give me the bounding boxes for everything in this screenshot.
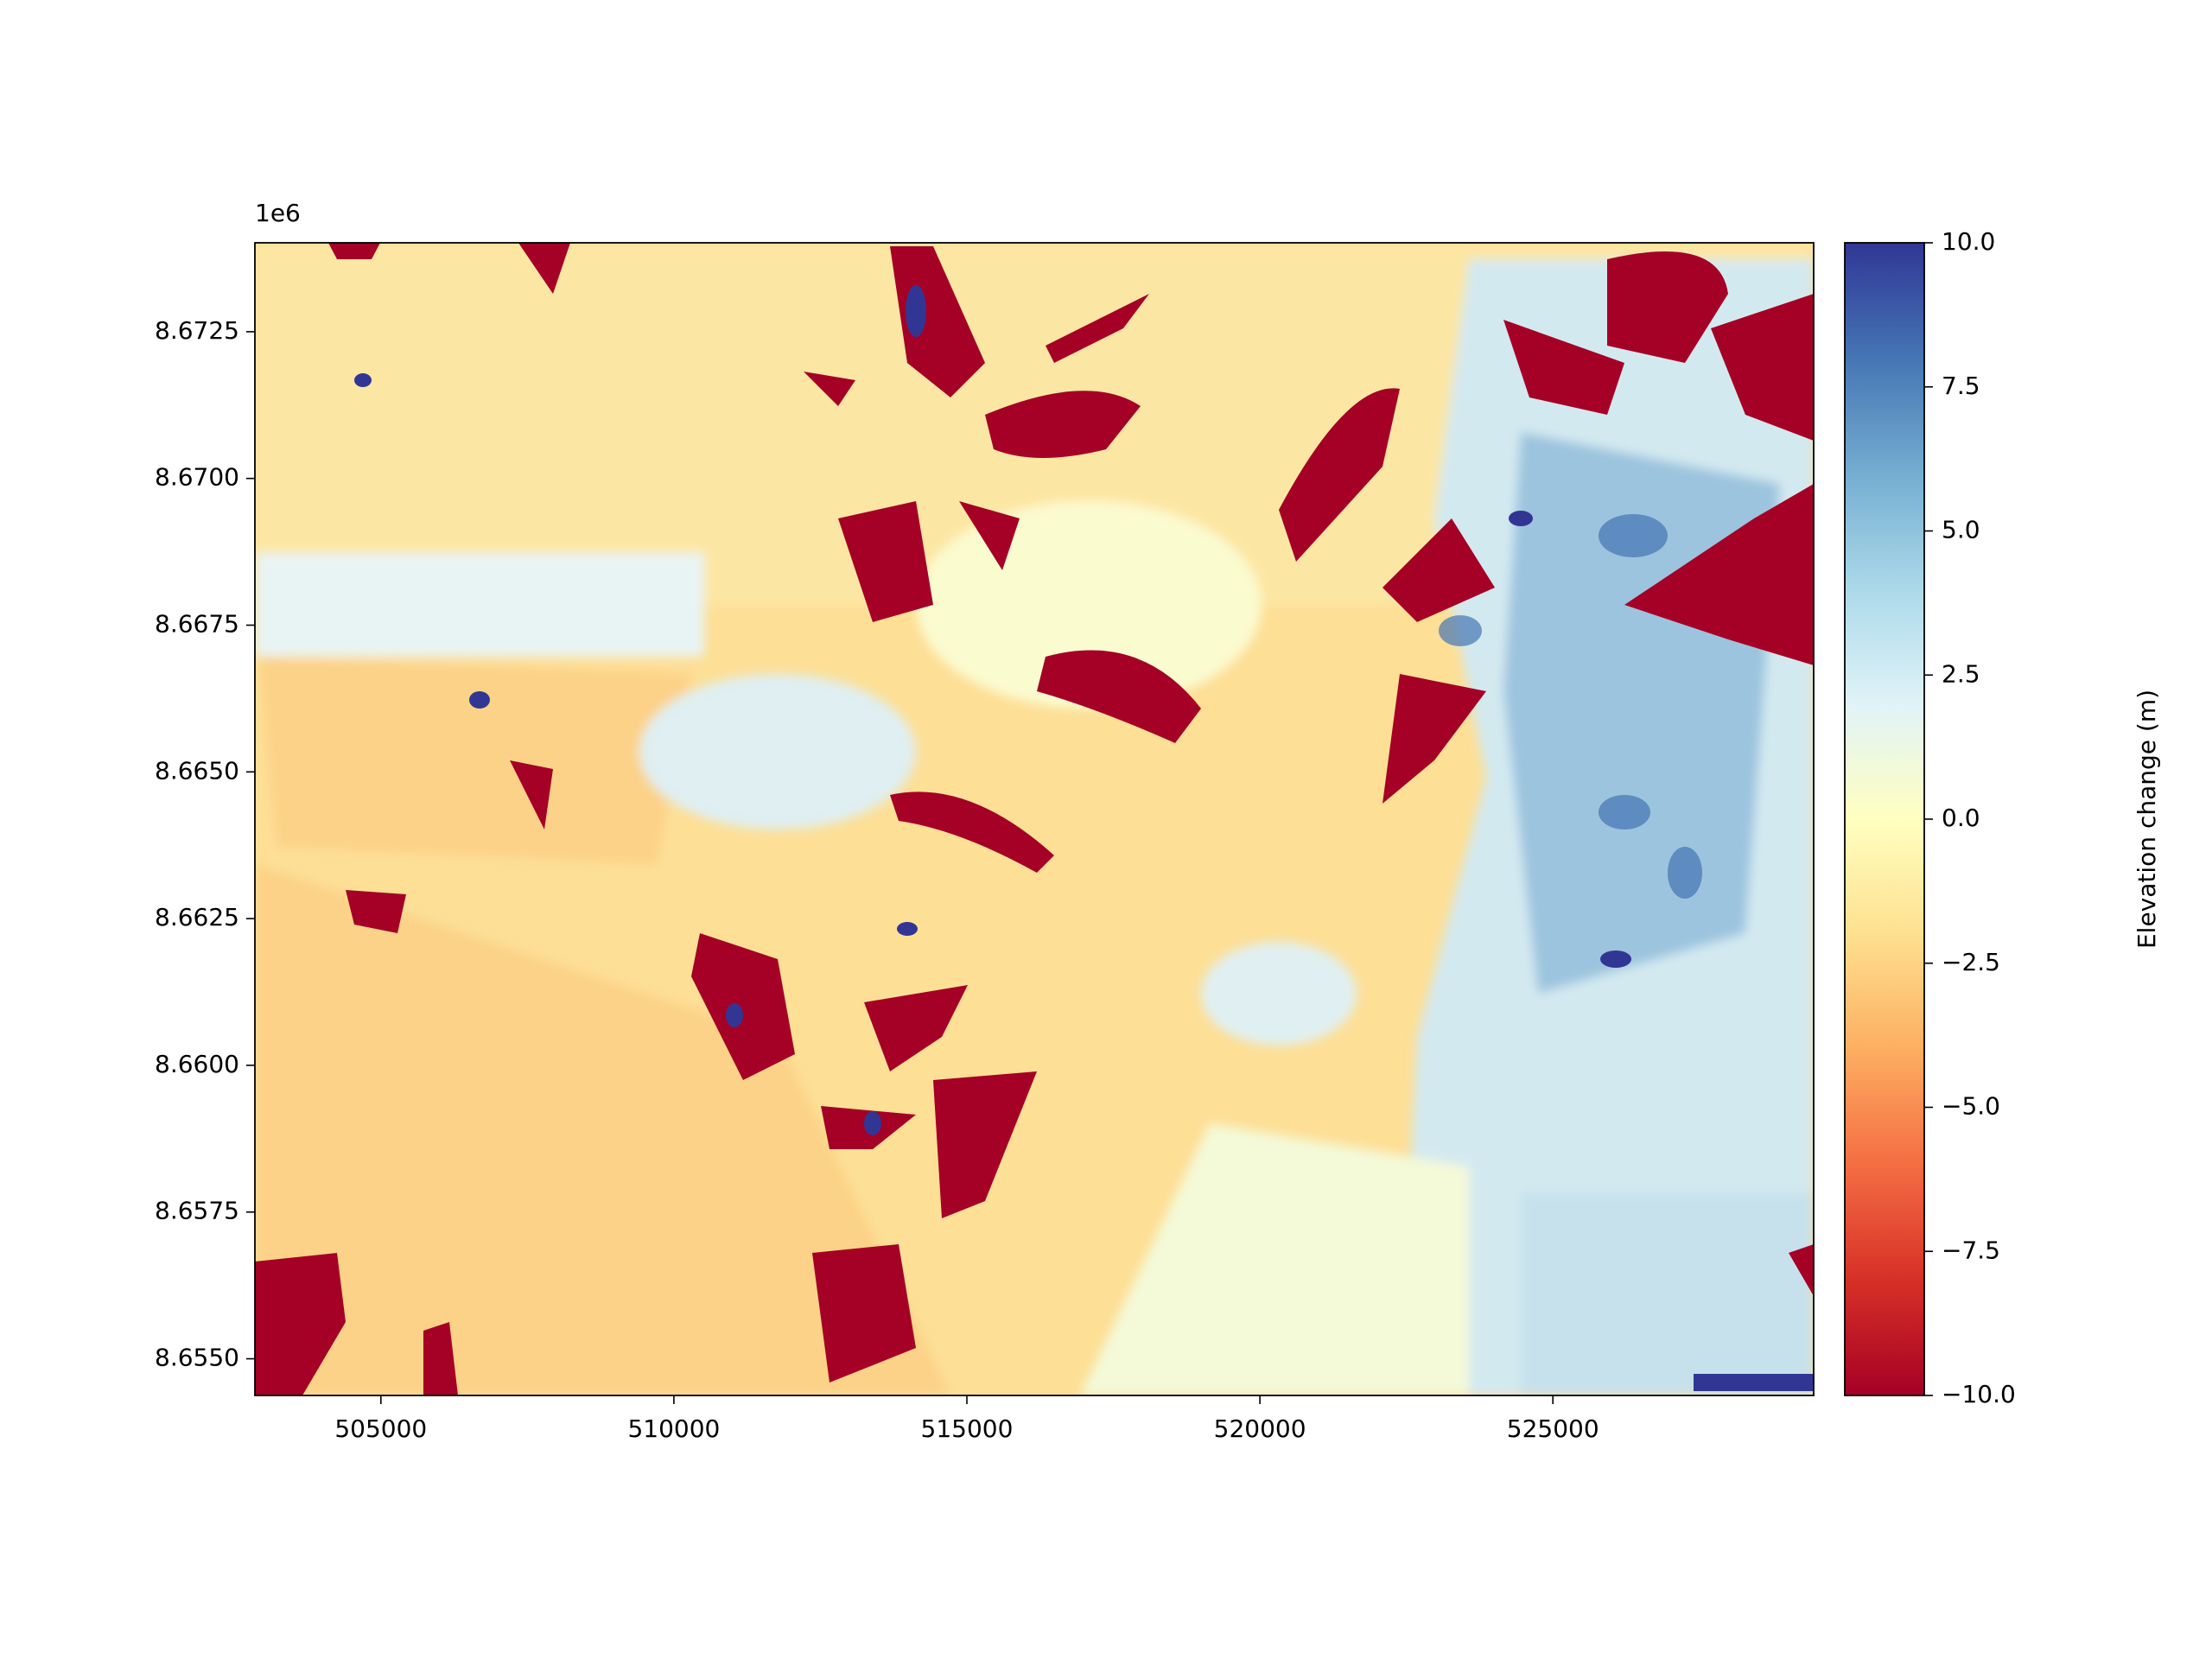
y-tick-label: 8.6600 bbox=[155, 1050, 239, 1078]
colorbar-tick-label: 7.5 bbox=[1942, 372, 1980, 400]
colorbar-tick-label: −10.0 bbox=[1942, 1380, 2016, 1408]
x-tick-label: 505000 bbox=[334, 1414, 427, 1443]
colorbar-tick-label: −5.0 bbox=[1942, 1092, 2000, 1121]
x-tick-label: 510000 bbox=[627, 1414, 720, 1443]
y-tick-label: 8.6700 bbox=[155, 463, 239, 492]
raster-image bbox=[255, 243, 1814, 1395]
y-tick-label: 8.6575 bbox=[155, 1197, 239, 1225]
x-tick-label: 525000 bbox=[1507, 1414, 1599, 1443]
colorbar-tick-label: 5.0 bbox=[1942, 516, 1980, 544]
colorbar-tick-label: 2.5 bbox=[1942, 659, 1980, 688]
y-tick-label: 8.6625 bbox=[155, 903, 239, 931]
colorbar-tick-label: −7.5 bbox=[1942, 1236, 2000, 1264]
x-tick-label: 515000 bbox=[921, 1414, 1014, 1443]
colorbar bbox=[1844, 242, 1925, 1396]
colorbar-tick-label: −2.5 bbox=[1942, 948, 2000, 976]
colorbar-tick-label: 10.0 bbox=[1942, 227, 1995, 256]
colorbar-label: Elevation change (m) bbox=[2133, 690, 2161, 949]
offset-text: 1e6 bbox=[255, 199, 301, 227]
y-tick-label: 8.6725 bbox=[155, 316, 239, 345]
x-tick-label: 520000 bbox=[1214, 1414, 1306, 1443]
y-tick-label: 8.6675 bbox=[155, 610, 239, 639]
colorbar-tick-label: 0.0 bbox=[1942, 804, 1980, 832]
y-tick-label: 8.6650 bbox=[155, 756, 239, 785]
y-tick-label: 8.6550 bbox=[155, 1344, 239, 1372]
axes-frame bbox=[254, 242, 1815, 1396]
